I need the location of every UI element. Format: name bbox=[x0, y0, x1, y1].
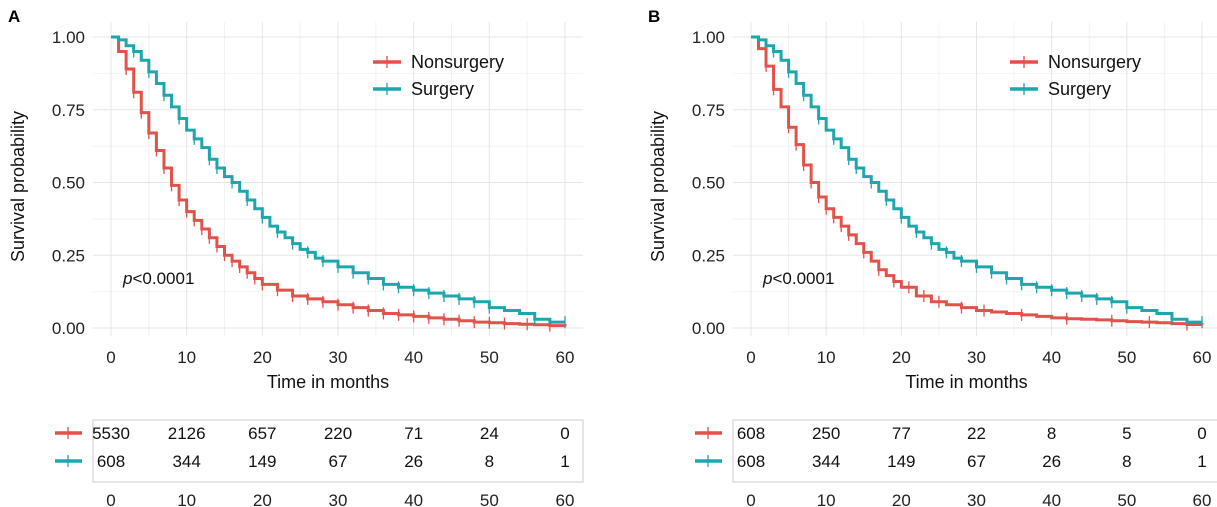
risk-time-label: 10 bbox=[817, 491, 836, 507]
y-tick-label: 0.25 bbox=[692, 246, 725, 265]
risk-count: 8 bbox=[1047, 424, 1056, 443]
risk-time-label: 50 bbox=[1117, 491, 1136, 507]
risk-count: 22 bbox=[967, 424, 986, 443]
risk-time-label: 60 bbox=[1193, 491, 1212, 507]
risk-count: 0 bbox=[560, 424, 569, 443]
x-tick-label: 30 bbox=[329, 348, 348, 367]
risk-count: 344 bbox=[812, 452, 840, 471]
x-tick-label: 50 bbox=[480, 348, 499, 367]
risk-count: 657 bbox=[248, 424, 276, 443]
legend-label: Nonsurgery bbox=[411, 52, 504, 72]
risk-count: 26 bbox=[1042, 452, 1061, 471]
risk-count: 1 bbox=[560, 452, 569, 471]
legend-label: Surgery bbox=[1048, 79, 1111, 99]
legend-label: Surgery bbox=[411, 79, 474, 99]
risk-count: 149 bbox=[248, 452, 276, 471]
x-axis-title: Time in months bbox=[905, 372, 1027, 392]
x-tick-label: 10 bbox=[817, 348, 836, 367]
risk-count: 250 bbox=[812, 424, 840, 443]
risk-count: 0 bbox=[1197, 424, 1206, 443]
legend-label: Nonsurgery bbox=[1048, 52, 1141, 72]
risk-count: 77 bbox=[892, 424, 911, 443]
risk-time-label: 20 bbox=[892, 491, 911, 507]
risk-time-label: 0 bbox=[746, 491, 755, 507]
x-tick-label: 60 bbox=[1193, 348, 1212, 367]
x-tick-label: 20 bbox=[253, 348, 272, 367]
panel-letter: B bbox=[648, 7, 660, 26]
risk-time-label: 50 bbox=[480, 491, 499, 507]
p-value-text: <0.0001 bbox=[132, 269, 194, 288]
risk-count: 608 bbox=[737, 424, 765, 443]
x-tick-label: 20 bbox=[892, 348, 911, 367]
y-tick-label: 1.00 bbox=[692, 28, 725, 47]
y-axis-title: Survival probability bbox=[648, 111, 668, 262]
risk-time-label: 10 bbox=[177, 491, 196, 507]
risk-count: 8 bbox=[485, 452, 494, 471]
risk-count: 67 bbox=[329, 452, 348, 471]
p-value-symbol: p bbox=[762, 269, 772, 288]
risk-time-label: 60 bbox=[556, 491, 575, 507]
x-tick-label: 60 bbox=[556, 348, 575, 367]
risk-count: 220 bbox=[324, 424, 352, 443]
risk-count: 1 bbox=[1197, 452, 1206, 471]
p-value-annotation: p<0.0001 bbox=[122, 269, 194, 288]
x-tick-label: 40 bbox=[404, 348, 423, 367]
risk-time-label: 40 bbox=[404, 491, 423, 507]
x-tick-label: 0 bbox=[746, 348, 755, 367]
risk-time-label: 20 bbox=[253, 491, 272, 507]
y-tick-label: 0.50 bbox=[52, 174, 85, 193]
y-tick-label: 0.25 bbox=[52, 246, 85, 265]
risk-count: 344 bbox=[172, 452, 200, 471]
risk-count: 71 bbox=[404, 424, 423, 443]
risk-count: 67 bbox=[967, 452, 986, 471]
panel-a: A 0.00 0.25 0.50 0.75 1.00 0 10 20 30 40 50 60 Time i… bbox=[0, 0, 600, 507]
risk-count: 608 bbox=[97, 452, 125, 471]
x-tick-label: 10 bbox=[177, 348, 196, 367]
y-axis-title: Survival probability bbox=[8, 111, 28, 262]
plot-area bbox=[733, 22, 1217, 336]
risk-count: 608 bbox=[737, 452, 765, 471]
risk-count: 149 bbox=[887, 452, 915, 471]
risk-count: 5 bbox=[1122, 424, 1131, 443]
y-tick-label: 1.00 bbox=[52, 28, 85, 47]
y-tick-label: 0.75 bbox=[692, 101, 725, 120]
x-tick-label: 30 bbox=[967, 348, 986, 367]
y-tick-label: 0.50 bbox=[692, 174, 725, 193]
risk-count: 24 bbox=[480, 424, 499, 443]
p-value-text: <0.0001 bbox=[772, 269, 834, 288]
p-value-annotation: p<0.0001 bbox=[762, 269, 834, 288]
km-curve-nonsurgery bbox=[751, 35, 1204, 327]
panel-letter: A bbox=[8, 7, 20, 26]
risk-time-label: 30 bbox=[329, 491, 348, 507]
x-tick-label: 40 bbox=[1042, 348, 1061, 367]
risk-table-frame bbox=[732, 419, 1217, 483]
y-tick-label: 0.00 bbox=[692, 319, 725, 338]
risk-count: 8 bbox=[1122, 452, 1131, 471]
risk-table-frame bbox=[92, 419, 584, 483]
risk-time-label: 30 bbox=[967, 491, 986, 507]
risk-time-label: 0 bbox=[106, 491, 115, 507]
x-tick-label: 50 bbox=[1117, 348, 1136, 367]
x-axis-title: Time in months bbox=[267, 372, 389, 392]
p-value-symbol: p bbox=[122, 269, 132, 288]
x-tick-label: 0 bbox=[106, 348, 115, 367]
risk-count: 26 bbox=[404, 452, 423, 471]
risk-count: 2126 bbox=[168, 424, 206, 443]
risk-time-label: 40 bbox=[1042, 491, 1061, 507]
risk-count: 5530 bbox=[92, 424, 130, 443]
y-tick-label: 0.00 bbox=[52, 319, 85, 338]
panel-b: B 0.00 0.25 0.50 0.75 1.00 0 10 20 30 40 50 60 Time i… bbox=[640, 0, 1217, 507]
y-tick-label: 0.75 bbox=[52, 101, 85, 120]
